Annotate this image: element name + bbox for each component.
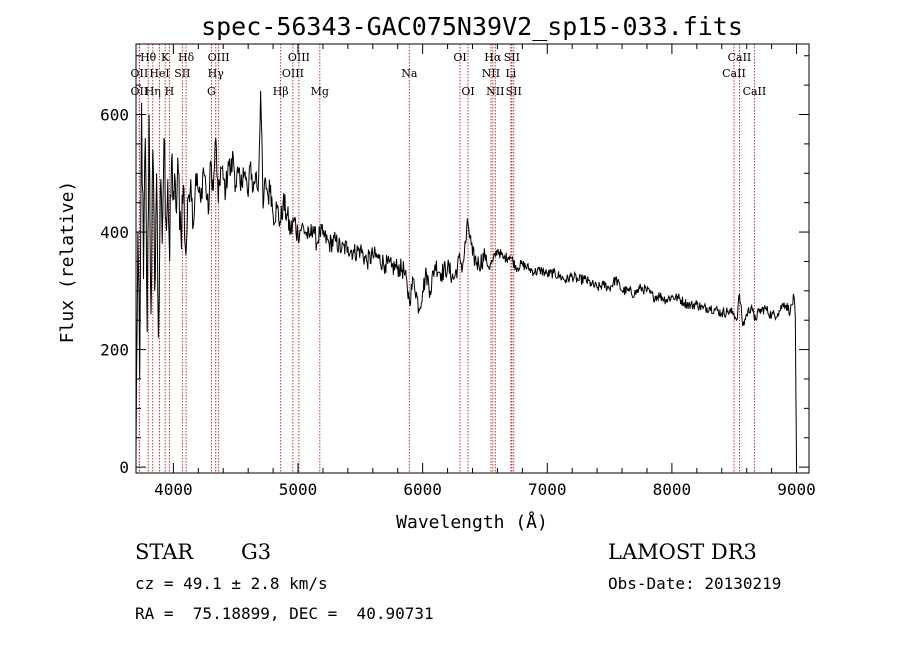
x-tick-label-8000: 8000	[653, 480, 692, 499]
spectral-line-markers	[138, 44, 755, 473]
x-tick-label-9000: 9000	[777, 480, 816, 499]
marker-label-20: Hα	[484, 51, 502, 64]
marker-label-6: SII	[174, 67, 190, 80]
y-tick-label-400: 400	[100, 223, 129, 242]
y-axis-label: Flux (relative)	[57, 181, 78, 344]
marker-label-4: HeI	[149, 67, 169, 80]
x-axis-label: Wavelength (Å)	[396, 511, 548, 533]
marker-label-3: Hη	[145, 85, 161, 98]
x-tick-label-4000: 4000	[154, 480, 193, 499]
marker-label-17: OI	[453, 51, 466, 64]
marker-label-11: OIII	[208, 51, 230, 64]
marker-label-24: SII	[506, 85, 522, 98]
marker-label-2: Hθ	[140, 51, 157, 64]
y-tick-label-200: 200	[100, 341, 129, 360]
series-line-flux	[135, 90, 797, 465]
marker-labels: OII OII Hθ Hη HeI K SII H Hδ G Hγ OIII Hβ OIII OIII Mg N…	[131, 51, 767, 98]
x-tick-label-7000: 7000	[528, 480, 567, 499]
chart-title: spec-56343-GAC075N39V2_sp15-033.fits	[201, 12, 743, 41]
flux-series	[135, 90, 797, 465]
x-tick-label-5000: 5000	[279, 480, 318, 499]
tick-labels: 4000 5000 6000 7000 8000 9000 0 200 400 600	[100, 106, 816, 499]
x-tick-label-6000: 6000	[403, 480, 442, 499]
observation-date: Obs-Date: 20130219	[608, 574, 782, 593]
coordinates: RA = 75.18899, DEC = 40.90731	[135, 604, 434, 623]
marker-label-19: NII	[482, 67, 500, 80]
redshift-value: cz = 49.1 ± 2.8 km/s	[135, 574, 328, 593]
marker-label-15: Mg	[311, 85, 329, 98]
y-tick-label-0: 0	[119, 458, 129, 477]
marker-label-1: OII	[131, 85, 149, 98]
marker-label-10: Hγ	[208, 67, 225, 80]
marker-label-7: H	[165, 85, 175, 98]
marker-label-22: Li	[505, 67, 516, 80]
object-subclass: G3	[241, 540, 272, 564]
marker-label-8: Hδ	[178, 51, 195, 64]
marker-label-12: Hβ	[273, 85, 289, 98]
survey-name: LAMOST DR3	[608, 540, 757, 564]
marker-label-21: NII	[486, 85, 504, 98]
marker-label-5: K	[161, 51, 170, 64]
marker-label-9: G	[207, 85, 216, 98]
axis-ticks	[136, 44, 809, 473]
object-class: STAR	[135, 540, 194, 564]
marker-label-26: CaII	[728, 51, 752, 64]
marker-label-16: Na	[401, 67, 418, 80]
marker-label-27: CaII	[743, 85, 767, 98]
marker-label-0: OII	[131, 67, 149, 80]
marker-label-25: CaII	[722, 67, 746, 80]
plot-frame	[135, 43, 810, 474]
marker-label-18: OI	[461, 85, 474, 98]
marker-label-14: OIII	[288, 51, 310, 64]
marker-label-13: OIII	[282, 67, 304, 80]
marker-label-23: SII	[504, 51, 520, 64]
y-tick-label-600: 600	[100, 106, 129, 125]
